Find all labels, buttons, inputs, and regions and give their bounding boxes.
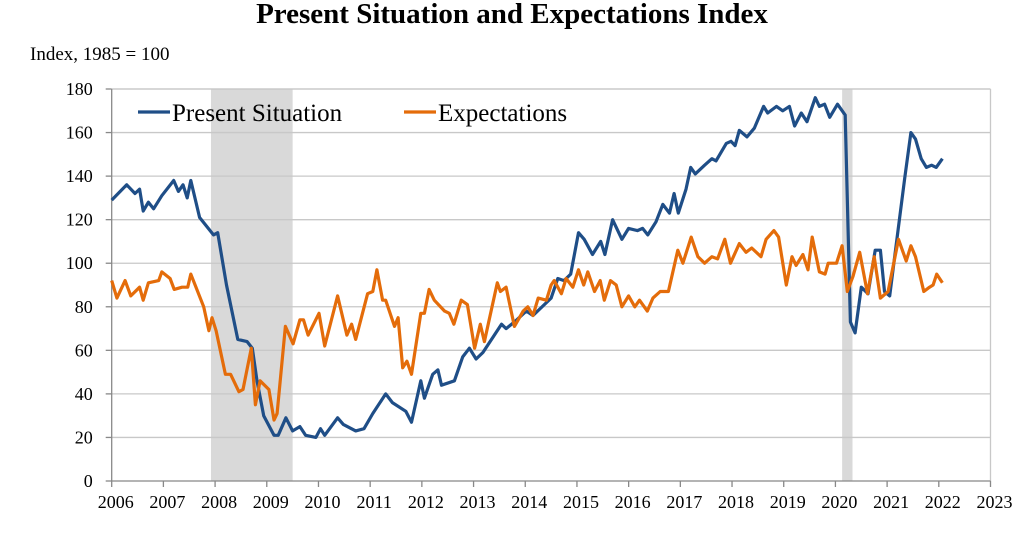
series-line-expectations — [110, 229, 944, 422]
x-tick-label: 2020 — [821, 492, 857, 512]
x-tick-label: 2014 — [511, 492, 547, 512]
x-tick-label: 2023 — [977, 492, 1013, 512]
x-tick-label: 2012 — [408, 492, 444, 512]
x-tick-label: 2015 — [563, 492, 599, 512]
y-tick-label: 120 — [66, 210, 93, 230]
y-tick-label: 40 — [75, 384, 93, 404]
y-tick-label: 160 — [66, 123, 93, 143]
y-tick-label: 180 — [66, 79, 93, 99]
x-tick-label: 2011 — [356, 492, 391, 512]
x-tick-label: 2021 — [873, 492, 909, 512]
y-tick-label: 60 — [75, 340, 93, 360]
chart-title: Present Situation and Expectations Index — [256, 0, 768, 30]
y-tick-label: 20 — [75, 427, 93, 447]
recession-shading — [210, 89, 293, 481]
y-axis-label: Index, 1985 = 100 — [30, 44, 170, 65]
x-tick-label: 2017 — [666, 492, 702, 512]
x-tick-label: 2007 — [149, 492, 185, 512]
x-tick-label: 2008 — [201, 492, 237, 512]
y-tick-label: 140 — [66, 166, 93, 186]
x-tick-label: 2009 — [253, 492, 289, 512]
y-tick-label: 0 — [84, 471, 93, 491]
x-tick-label: 2006 — [98, 492, 134, 512]
x-tick-label: 2013 — [460, 492, 496, 512]
x-tick-label: 2018 — [718, 492, 754, 512]
x-tick-label: 2019 — [770, 492, 806, 512]
x-tick-label: 2010 — [304, 492, 340, 512]
legend-label: Expectations — [438, 100, 567, 127]
y-tick-label: 100 — [66, 253, 93, 273]
x-tick-label: 2016 — [615, 492, 651, 512]
y-tick-label: 80 — [75, 297, 93, 317]
x-tick-label: 2022 — [925, 492, 961, 512]
series-line-present-situation — [110, 96, 944, 439]
legend-label: Present Situation — [172, 100, 343, 127]
